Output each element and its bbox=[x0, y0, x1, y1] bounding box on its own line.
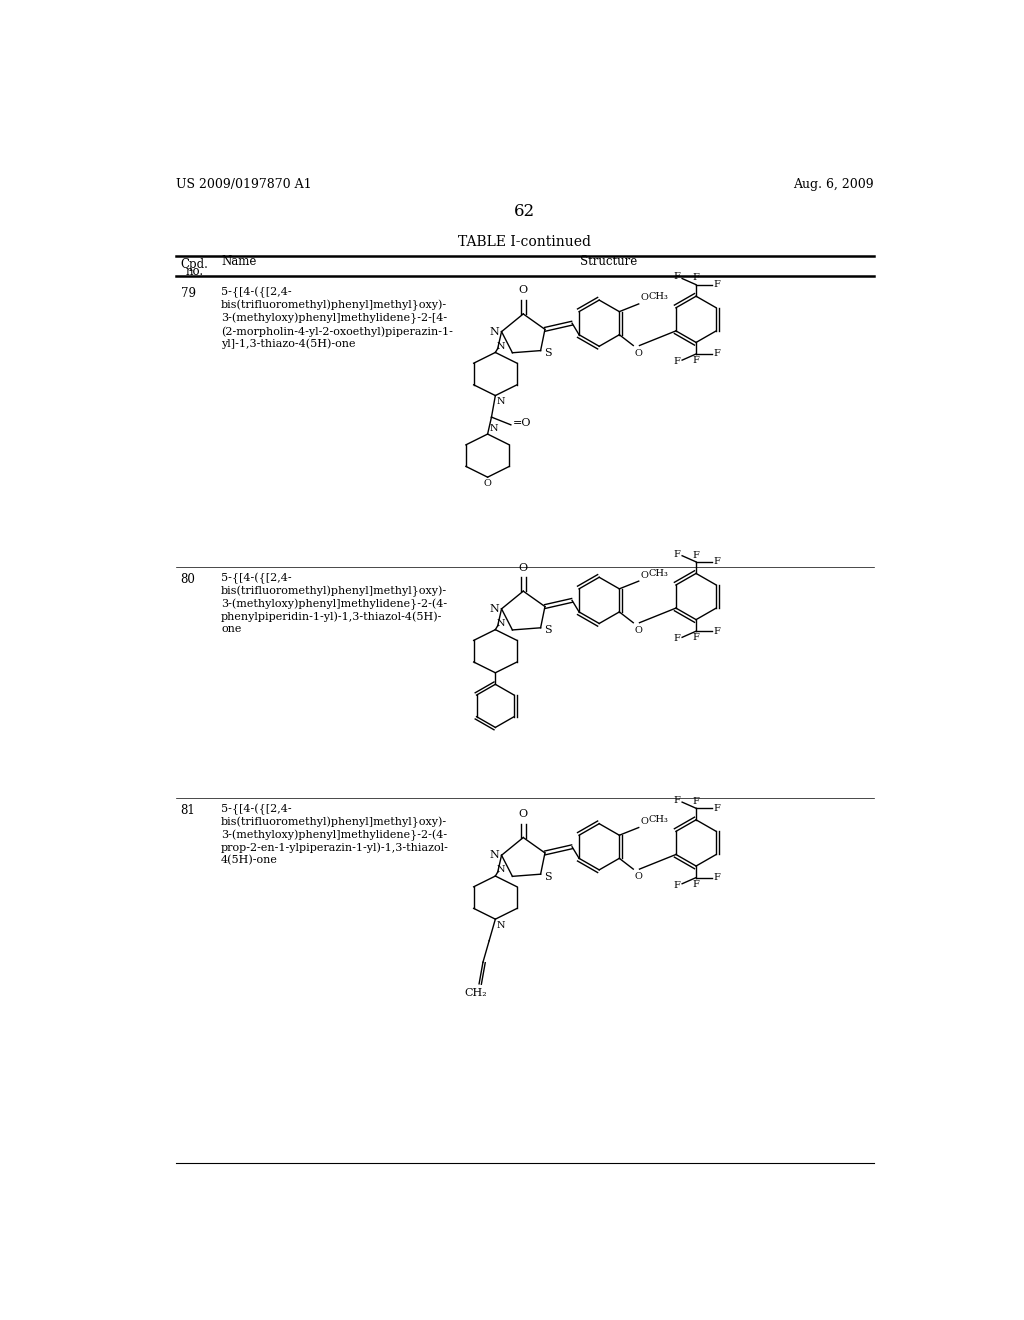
Text: O: O bbox=[635, 873, 643, 882]
Text: US 2009/0197870 A1: US 2009/0197870 A1 bbox=[176, 178, 311, 190]
Text: Aug. 6, 2009: Aug. 6, 2009 bbox=[793, 178, 873, 190]
Text: TABLE I-continued: TABLE I-continued bbox=[459, 235, 591, 249]
Text: O: O bbox=[640, 293, 648, 302]
Text: N: N bbox=[489, 424, 498, 433]
Text: F: F bbox=[692, 550, 699, 560]
Text: O: O bbox=[483, 479, 492, 488]
Text: F: F bbox=[692, 880, 699, 888]
Text: O: O bbox=[519, 562, 527, 573]
Text: CH₂: CH₂ bbox=[464, 987, 486, 998]
Text: N: N bbox=[497, 397, 506, 407]
Text: F: F bbox=[673, 358, 680, 366]
Text: O: O bbox=[640, 570, 648, 579]
Text: S: S bbox=[545, 626, 552, 635]
Text: Structure: Structure bbox=[580, 255, 637, 268]
Text: 5-{[4-({[2,4-
bis(trifluoromethyl)phenyl]methyl}oxy)-
3-(methyloxy)phenyl]methyl: 5-{[4-({[2,4- bis(trifluoromethyl)phenyl… bbox=[221, 804, 449, 866]
Text: F: F bbox=[713, 280, 720, 289]
Text: O: O bbox=[519, 809, 527, 818]
Text: F: F bbox=[713, 873, 720, 882]
Text: N: N bbox=[489, 326, 500, 337]
Text: CH₃: CH₃ bbox=[648, 292, 668, 301]
Text: O: O bbox=[635, 626, 643, 635]
Text: F: F bbox=[713, 557, 720, 566]
Text: Name: Name bbox=[221, 255, 256, 268]
Text: F: F bbox=[692, 273, 699, 282]
Text: N: N bbox=[497, 921, 506, 929]
Text: O: O bbox=[635, 348, 643, 358]
Text: O: O bbox=[519, 285, 527, 296]
Text: =O: =O bbox=[513, 417, 531, 428]
Text: F: F bbox=[713, 804, 720, 813]
Text: 79: 79 bbox=[180, 286, 196, 300]
Text: no.: no. bbox=[186, 265, 204, 279]
Text: 62: 62 bbox=[514, 203, 536, 220]
Text: F: F bbox=[673, 272, 680, 281]
Text: F: F bbox=[713, 350, 720, 359]
Text: F: F bbox=[673, 635, 680, 643]
Text: F: F bbox=[692, 356, 699, 366]
Text: S: S bbox=[545, 871, 552, 882]
Text: N: N bbox=[497, 619, 506, 628]
Text: F: F bbox=[713, 627, 720, 636]
Text: N: N bbox=[489, 603, 500, 614]
Text: 80: 80 bbox=[180, 573, 196, 586]
Text: F: F bbox=[692, 634, 699, 643]
Text: 81: 81 bbox=[180, 804, 196, 817]
Text: N: N bbox=[489, 850, 500, 861]
Text: Cpd.: Cpd. bbox=[180, 257, 209, 271]
Text: 5-{[4-({[2,4-
bis(trifluoromethyl)phenyl]methyl}oxy)-
3-(methyloxy)phenyl]methyl: 5-{[4-({[2,4- bis(trifluoromethyl)phenyl… bbox=[221, 286, 453, 348]
Text: F: F bbox=[692, 797, 699, 807]
Text: O: O bbox=[640, 817, 648, 826]
Text: 5-{[4-({[2,4-
bis(trifluoromethyl)phenyl]methyl}oxy)-
3-(methyloxy)phenyl]methyl: 5-{[4-({[2,4- bis(trifluoromethyl)phenyl… bbox=[221, 573, 447, 634]
Text: F: F bbox=[673, 796, 680, 805]
Text: CH₃: CH₃ bbox=[648, 569, 668, 578]
Text: CH₃: CH₃ bbox=[648, 816, 668, 825]
Text: N: N bbox=[497, 866, 506, 875]
Text: F: F bbox=[673, 549, 680, 558]
Text: N: N bbox=[497, 342, 506, 351]
Text: F: F bbox=[673, 880, 680, 890]
Text: S: S bbox=[545, 348, 552, 358]
